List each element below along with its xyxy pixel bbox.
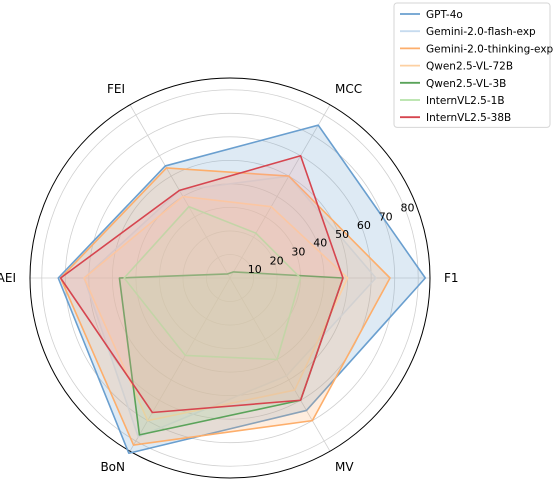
axis-label-f1: F1 bbox=[444, 271, 459, 285]
series-polygon bbox=[57, 124, 427, 455]
axis-label-aei: AEI bbox=[0, 271, 16, 285]
legend-frame bbox=[393, 2, 551, 128]
legend-entry: Gemini-2.0-thinking-exp bbox=[426, 43, 554, 55]
series-polygon bbox=[83, 195, 349, 422]
axis-label-bon: BoN bbox=[100, 460, 125, 474]
radar-labels: F1 MCC FEI AEI BoN MV 10 20 30 40 50 60 70 80 bbox=[0, 82, 459, 474]
tick-label: 70 bbox=[379, 210, 393, 223]
legend-entry: Qwen2.5-VL-3B bbox=[426, 78, 506, 90]
series-polygon bbox=[59, 154, 344, 414]
tick-label: 80 bbox=[401, 202, 415, 215]
grid-spoke bbox=[229, 277, 331, 452]
tick-label: 30 bbox=[291, 246, 305, 259]
outer-frame bbox=[29, 77, 431, 479]
grid-spoke bbox=[229, 104, 331, 279]
legend-entry: GPT-4o bbox=[426, 9, 463, 21]
legend: GPT-4o Gemini-2.0-flash-exp Gemini-2.0-thi… bbox=[393, 2, 554, 128]
axis-label-mcc: MCC bbox=[335, 82, 362, 96]
grid-spoke bbox=[129, 277, 231, 452]
tick-label: 50 bbox=[335, 228, 349, 241]
legend-entry: InternVL2.5-38B bbox=[426, 112, 511, 124]
tick-label: 20 bbox=[270, 254, 284, 267]
legend-entry: Qwen2.5-VL-72B bbox=[426, 61, 513, 73]
grid-spoke bbox=[129, 104, 231, 279]
legend-entry: InternVL2.5-1B bbox=[426, 95, 505, 107]
tick-label: 60 bbox=[357, 219, 371, 232]
legend-entry: Gemini-2.0-flash-exp bbox=[426, 26, 536, 38]
tick-label: 10 bbox=[248, 263, 262, 276]
axis-label-fei: FEI bbox=[107, 82, 125, 96]
series-polygon bbox=[123, 205, 302, 361]
axis-label-mv: MV bbox=[335, 460, 354, 474]
tick-label: 40 bbox=[313, 237, 327, 250]
radar-series-layer bbox=[57, 124, 427, 455]
